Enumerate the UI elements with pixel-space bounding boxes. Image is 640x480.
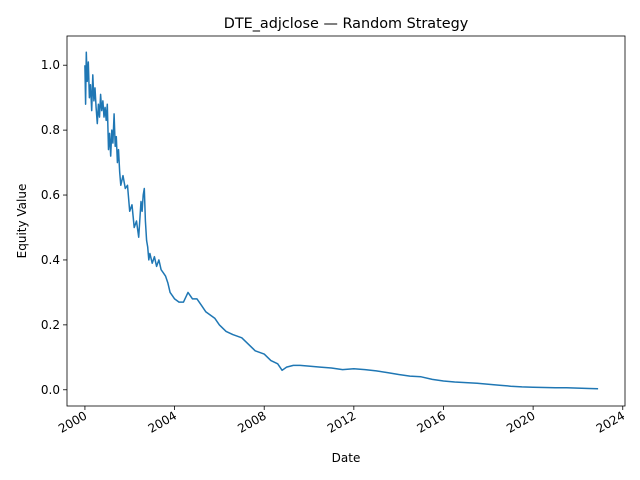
y-tick-label: 0.2 <box>41 318 60 332</box>
equity-series-line-0 <box>84 51 599 390</box>
x-axis: 2000 2004 2008 2012 2016 2020 2024 <box>56 406 627 436</box>
y-tick-label: 0.4 <box>41 253 60 267</box>
y-axis: 0.0 0.2 0.4 0.6 0.8 1.0 <box>41 58 67 397</box>
y-tick-label: 0.8 <box>41 123 60 137</box>
y-tick-label: 1.0 <box>41 58 60 72</box>
y-tick-label: 0.0 <box>41 383 60 397</box>
y-axis-label: Equity Value <box>15 184 29 259</box>
x-tick-label: 2008 <box>235 408 268 435</box>
x-tick-label: 2000 <box>56 408 89 435</box>
chart-title: DTE_adjclose — Random Strategy <box>224 16 469 32</box>
x-tick-label: 2012 <box>325 408 358 435</box>
x-tick-label: 2020 <box>504 408 537 435</box>
plot-area <box>66 35 626 407</box>
x-tick-label: 2004 <box>146 408 179 435</box>
x-tick-label: 2024 <box>594 408 627 435</box>
y-tick-label: 0.6 <box>41 188 60 202</box>
x-tick-label: 2016 <box>415 408 448 435</box>
plot-frame <box>66 35 626 407</box>
x-axis-label: Date <box>332 451 361 465</box>
